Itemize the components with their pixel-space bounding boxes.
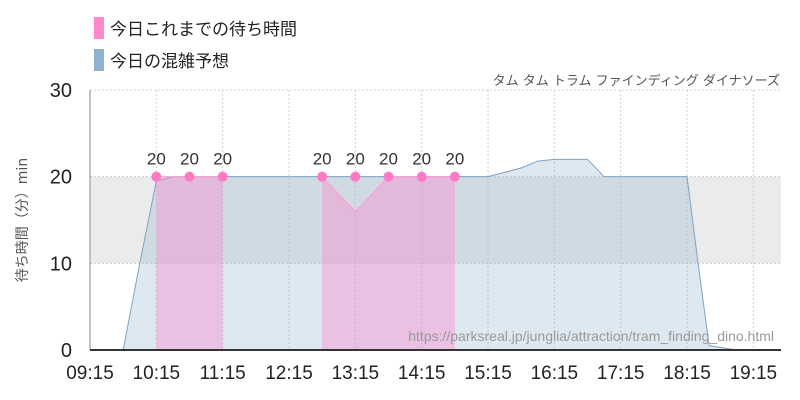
y-tick-label: 20 <box>50 167 72 189</box>
legend-forecast: 今日の混雑予想 <box>94 47 229 72</box>
highlight-band <box>90 176 781 264</box>
actual-point <box>383 171 394 182</box>
actual-point <box>184 171 195 182</box>
legend-actual-label: 今日これまでの待ち時間 <box>110 20 297 40</box>
x-tick-label: 14:15 <box>398 363 446 384</box>
actual-point <box>350 171 361 182</box>
x-tick-label: 13:15 <box>332 363 380 384</box>
y-tick-label: 0 <box>61 340 72 362</box>
actual-point-label: 20 <box>379 150 398 169</box>
legend-forecast-label: 今日の混雑予想 <box>110 52 229 72</box>
actual-point <box>449 171 460 182</box>
legend-actual-swatch <box>94 16 104 39</box>
actual-point-label: 20 <box>445 150 464 169</box>
actual-point <box>217 171 228 182</box>
watermark-url: https://parksreal.jp/junglia/attraction/… <box>408 328 774 344</box>
actual-point <box>317 171 328 182</box>
actual-point-label: 20 <box>313 150 332 169</box>
x-tick-label: 15:15 <box>464 363 512 384</box>
actual-point-label: 20 <box>412 150 431 169</box>
chart-title: タム タム トラム ファインディング ダイナソーズ <box>492 74 780 89</box>
x-tick-label: 11:15 <box>200 363 246 384</box>
actual-point <box>151 171 162 182</box>
legend-forecast-swatch <box>94 48 104 71</box>
actual-point-label: 20 <box>147 150 166 169</box>
x-tick-label: 16:15 <box>531 363 579 384</box>
actual-point <box>416 171 427 182</box>
y-tick-label: 10 <box>50 253 72 275</box>
actual-point-label: 20 <box>180 150 199 169</box>
actual-area <box>322 176 455 350</box>
x-tick-label: 19:15 <box>730 363 778 384</box>
legend-actual: 今日これまでの待ち時間 <box>94 15 297 40</box>
x-tick-label: 18:15 <box>663 363 711 384</box>
forecast-area <box>90 159 781 350</box>
actual-area <box>156 176 223 350</box>
x-tick-label: 12:15 <box>265 363 313 384</box>
actual-point-label: 20 <box>213 150 232 169</box>
x-tick-label: 09:15 <box>66 363 114 384</box>
y-axis-label: 待ち時間（分）min <box>15 158 31 282</box>
x-tick-label: 17:15 <box>597 363 645 384</box>
y-tick-label: 30 <box>50 80 72 102</box>
x-tick-label: 10:15 <box>133 363 181 384</box>
actual-point-label: 20 <box>346 150 365 169</box>
